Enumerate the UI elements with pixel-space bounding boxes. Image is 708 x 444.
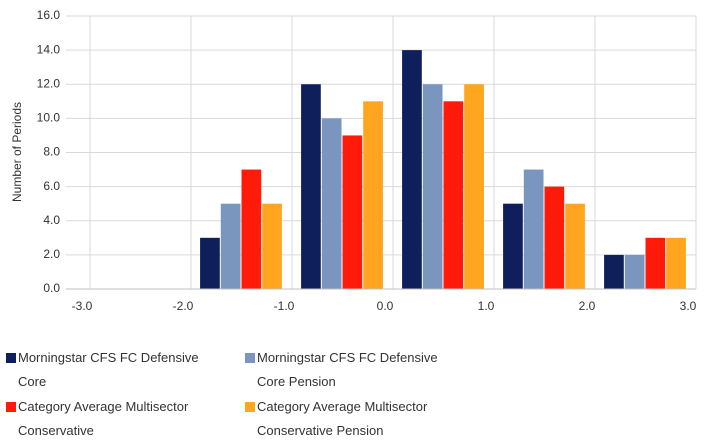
- legend-item: Category Average Multisector Conservativ…: [245, 395, 484, 443]
- bar: [422, 84, 443, 289]
- x-tick-label: 1.0: [478, 299, 495, 313]
- bar: [443, 101, 464, 289]
- bar: [200, 237, 220, 289]
- y-tick-label: 8.0: [43, 145, 60, 159]
- y-tick-label: 16.0: [37, 8, 61, 22]
- bar: [523, 169, 544, 289]
- chart: Number of Periods 0.0 2.0 4.0 6.0 8.0 10.0 12.…: [10, 8, 697, 313]
- bar: [402, 50, 422, 289]
- bar: [503, 203, 523, 289]
- bar: [342, 135, 363, 289]
- legend-item: Category Average Multisector Conservativ…: [6, 395, 245, 443]
- y-tick-label: 10.0: [37, 111, 61, 125]
- bar: [645, 237, 666, 289]
- y-tick-label: 2.0: [43, 247, 60, 261]
- legend-swatch: [245, 402, 255, 412]
- legend-label: Morningstar CFS FC Defensive Core: [18, 350, 199, 389]
- bar: [464, 84, 484, 289]
- y-tick-label: 14.0: [37, 42, 61, 56]
- legend-swatch: [245, 353, 255, 363]
- y-tick-label: 12.0: [37, 76, 61, 90]
- bar: [301, 84, 321, 289]
- bar: [624, 254, 645, 289]
- x-tick-label: 0.0: [377, 299, 394, 313]
- bar: [262, 203, 282, 289]
- legend-label: Morningstar CFS FC Defensive Core Pensio…: [257, 350, 438, 389]
- bar: [220, 203, 241, 289]
- legend-item: Morningstar CFS FC Defensive Core: [6, 346, 245, 394]
- legend-swatch: [6, 353, 16, 363]
- x-tick-label: -2.0: [173, 299, 194, 313]
- bar: [604, 254, 624, 289]
- bar: [363, 101, 383, 289]
- y-tick-label: 0.0: [43, 281, 60, 295]
- bar: [565, 203, 585, 289]
- bar: [666, 237, 686, 289]
- x-tick-label: 2.0: [579, 299, 596, 313]
- y-tick-label: 6.0: [43, 179, 60, 193]
- x-tick-label: -1.0: [274, 299, 295, 313]
- bar: [544, 186, 565, 289]
- bar: [321, 118, 342, 289]
- bar: [241, 169, 262, 289]
- x-tick-label: 3.0: [680, 299, 697, 313]
- legend: Morningstar CFS FC Defensive Core Morning…: [6, 346, 706, 444]
- legend-swatch: [6, 402, 16, 412]
- y-tick-label: 4.0: [43, 213, 60, 227]
- legend-label: Category Average Multisector Conservativ…: [257, 399, 428, 438]
- y-axis-label: Number of Periods: [10, 102, 24, 202]
- legend-item: Morningstar CFS FC Defensive Core Pensio…: [245, 346, 484, 394]
- legend-label: Category Average Multisector Conservativ…: [18, 399, 189, 438]
- x-tick-label: -3.0: [72, 299, 93, 313]
